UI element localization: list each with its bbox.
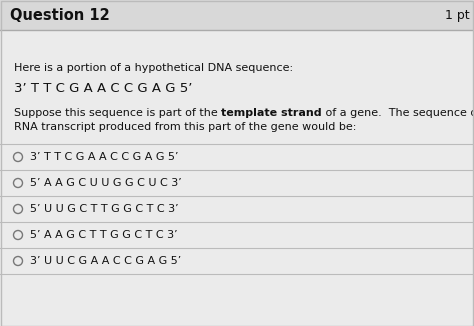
Text: template strand: template strand [221,108,322,118]
Text: 3’ T T C G A A C C G A G 5’: 3’ T T C G A A C C G A G 5’ [14,82,192,95]
Text: 5’ U U G C T T G G C T C 3’: 5’ U U G C T T G G C T C 3’ [30,204,179,214]
Text: of a gene.  The sequence of the: of a gene. The sequence of the [322,108,474,118]
Text: 5’ A A G C T T G G C T C 3’: 5’ A A G C T T G G C T C 3’ [30,230,178,240]
Text: 3’ U U C G A A C C G A G 5’: 3’ U U C G A A C C G A G 5’ [30,256,181,266]
Text: Suppose this sequence is part of the: Suppose this sequence is part of the [14,108,221,118]
Text: 3’ T T C G A A C C G A G 5’: 3’ T T C G A A C C G A G 5’ [30,152,179,162]
Text: 5’ A A G C U U G G C U C 3’: 5’ A A G C U U G G C U C 3’ [30,178,182,188]
Text: Here is a portion of a hypothetical DNA sequence:: Here is a portion of a hypothetical DNA … [14,63,293,73]
Text: Question 12: Question 12 [10,7,110,22]
Bar [0,0,474,30]
Text: RNA transcript produced from this part of the gene would be:: RNA transcript produced from this part o… [14,122,356,132]
Text: 1 pt: 1 pt [446,8,470,22]
